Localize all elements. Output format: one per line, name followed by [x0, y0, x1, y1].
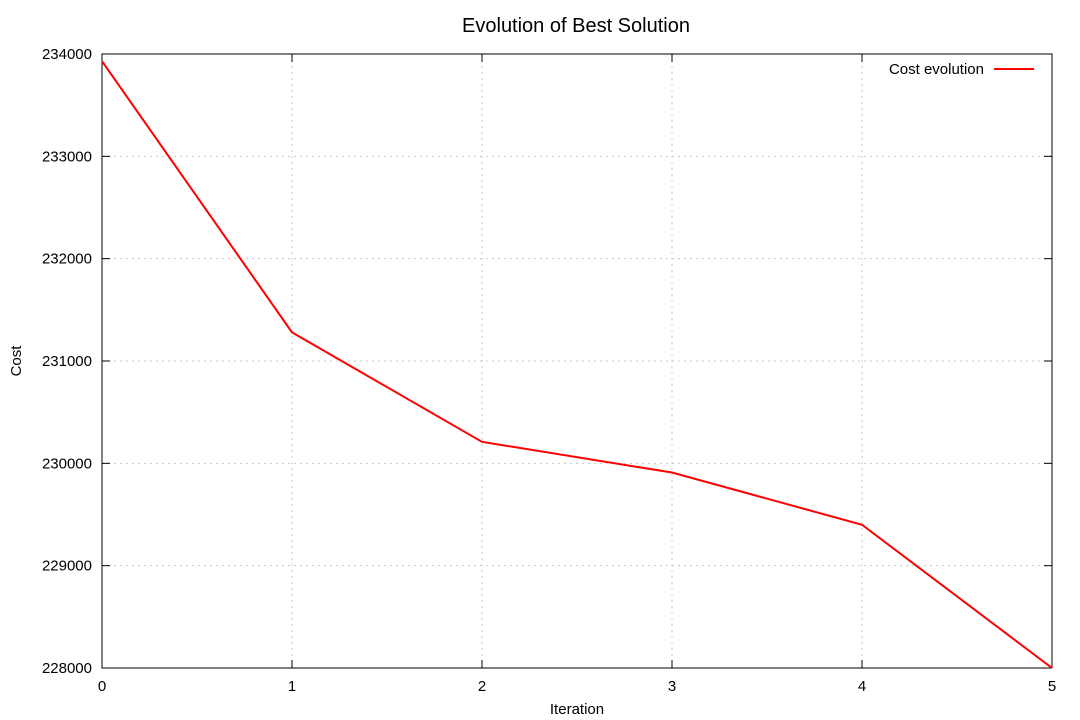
data-point — [861, 524, 863, 526]
axis-ticks: 2280002290002300002310002320002330002340… — [42, 46, 1056, 695]
x-tick-label: 0 — [98, 678, 106, 695]
y-tick-label: 233000 — [42, 148, 92, 165]
chart-title: Evolution of Best Solution — [462, 15, 690, 37]
y-tick-label: 234000 — [42, 46, 92, 63]
y-tick-label: 229000 — [42, 558, 92, 575]
data-point — [481, 441, 483, 443]
x-tick-label: 4 — [858, 678, 866, 695]
x-tick-label: 2 — [478, 678, 486, 695]
grid-lines — [102, 54, 1052, 668]
data-point — [671, 472, 673, 474]
y-tick-label: 228000 — [42, 660, 92, 677]
y-tick-label: 232000 — [42, 251, 92, 268]
y-tick-label: 230000 — [42, 455, 92, 472]
data-point — [291, 331, 293, 333]
x-tick-label: 3 — [668, 678, 676, 695]
series-lines — [101, 60, 1053, 669]
data-point — [1051, 667, 1053, 669]
y-tick-label: 231000 — [42, 353, 92, 370]
y-axis-label: Cost — [8, 345, 25, 377]
series-line-cost-evolution — [101, 60, 1053, 669]
x-tick-label: 1 — [288, 678, 296, 695]
x-axis-label: Iteration — [550, 701, 604, 718]
legend-label-cost-evolution: Cost evolution — [889, 61, 984, 78]
legend: Cost evolution — [889, 61, 1034, 78]
x-tick-label: 5 — [1048, 678, 1056, 695]
data-point — [101, 60, 103, 62]
